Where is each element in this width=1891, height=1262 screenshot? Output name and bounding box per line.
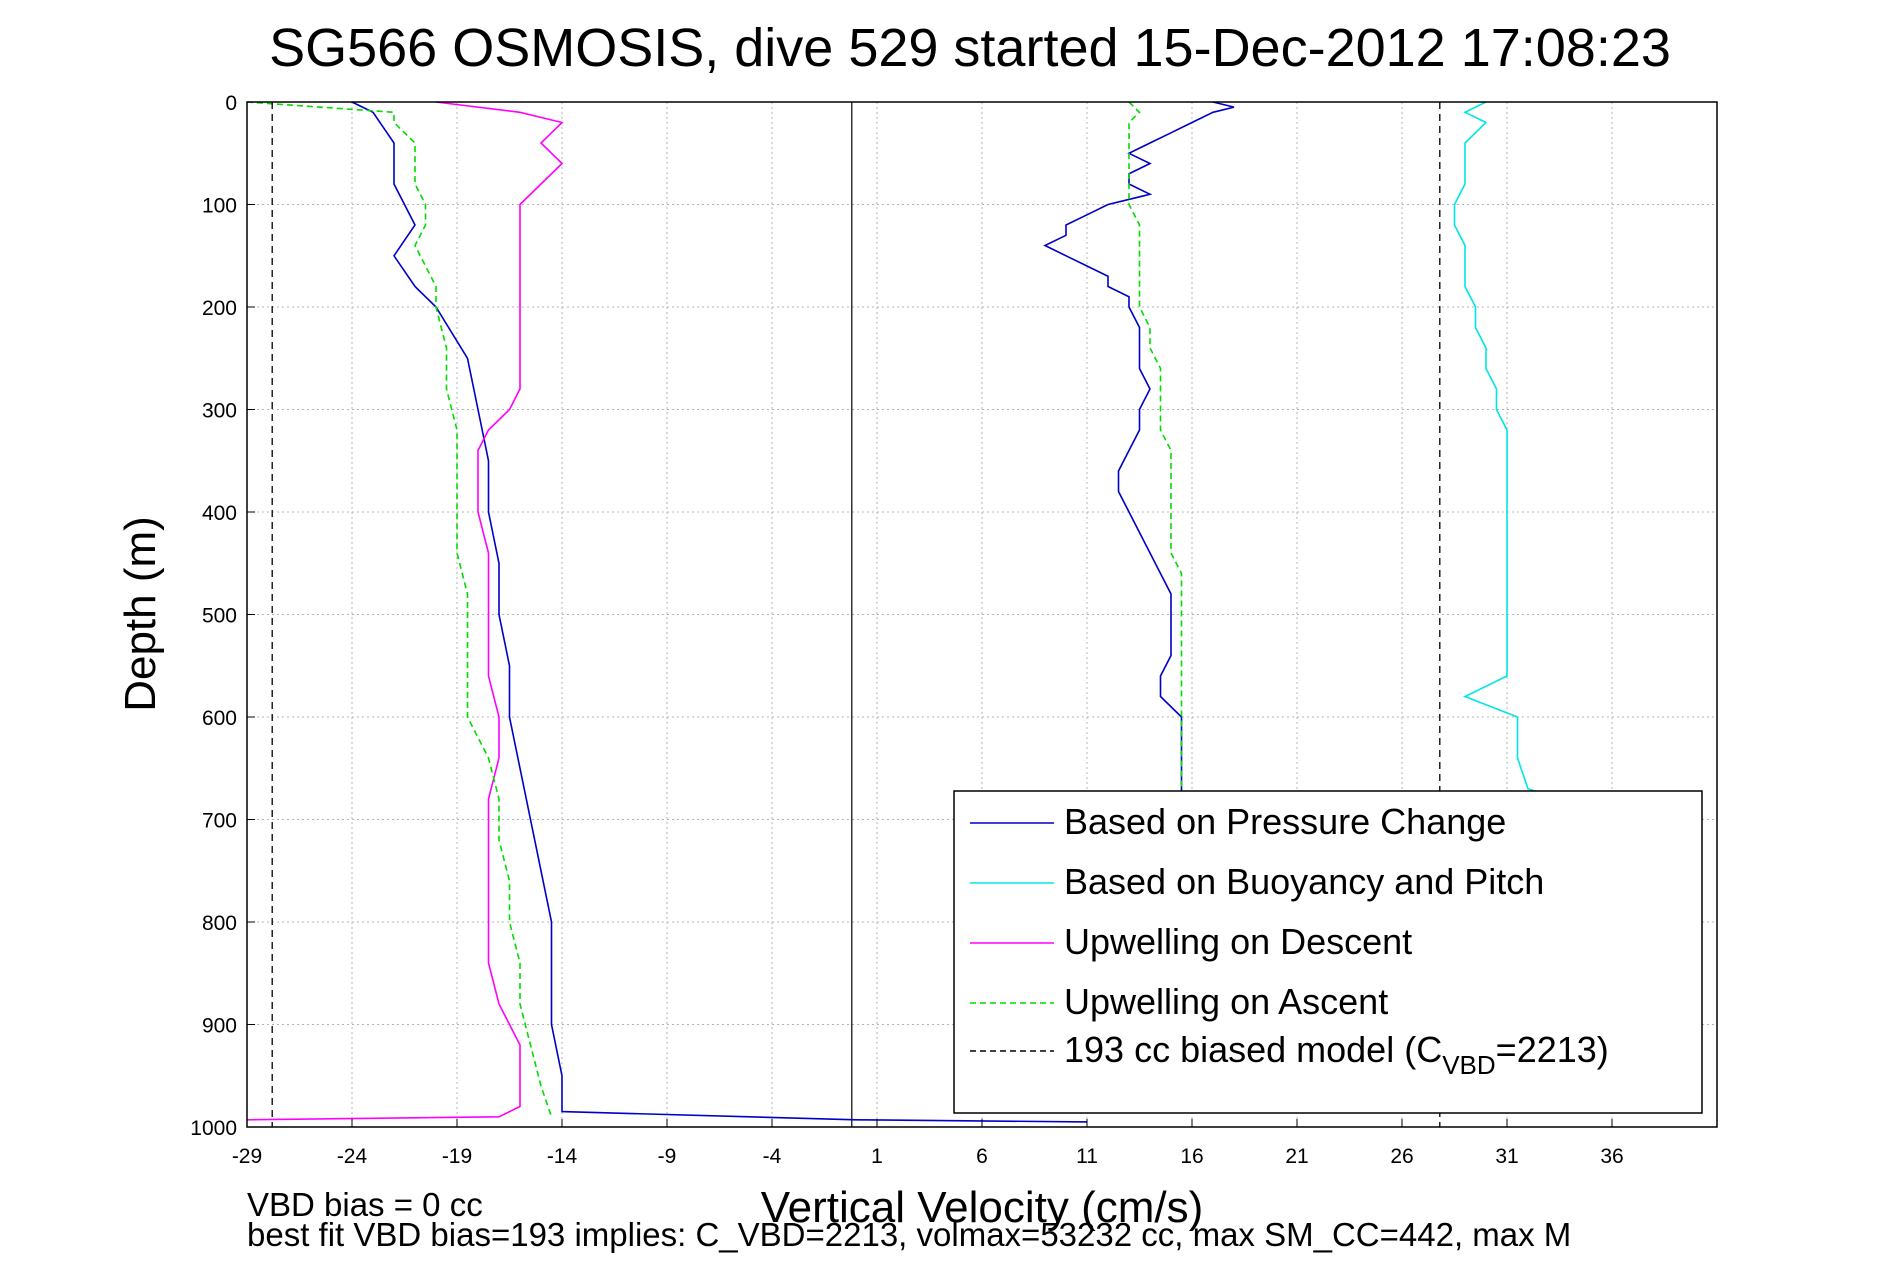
y-tick-label: 0 xyxy=(225,92,237,115)
legend-box xyxy=(953,790,1703,1114)
legend: Based on Pressure Change Based on Buoyanc… xyxy=(953,790,1703,1114)
x-tick-label: -4 xyxy=(763,1145,782,1168)
series-line-upwelling-on-ascent xyxy=(1128,101,1183,789)
legend-label: Based on Pressure Change xyxy=(1064,801,1506,842)
series-line-based-on-buoyancy-and-pitch xyxy=(1453,101,1634,821)
y-tick-label: 300 xyxy=(202,400,237,423)
series-line-based-on-pressure-change xyxy=(1043,101,1235,799)
y-tick-label: 900 xyxy=(202,1015,237,1038)
x-tick-label: -29 xyxy=(232,1145,262,1168)
x-tick-label: -9 xyxy=(658,1145,677,1168)
y-tick-label: 100 xyxy=(202,195,237,218)
y-tick-label: 800 xyxy=(202,912,237,935)
y-axis-label: Depth (m) xyxy=(116,516,165,712)
x-tick-label: 1 xyxy=(871,1145,883,1168)
vbd-bias-note: VBD bias = 0 cc xyxy=(247,1186,483,1223)
legend-label: Upwelling on Descent xyxy=(1064,921,1412,962)
y-tick-label: 200 xyxy=(202,297,237,320)
x-tick-label: 11 xyxy=(1076,1145,1098,1168)
y-tick-label: 500 xyxy=(202,605,237,628)
x-tick-label: 6 xyxy=(976,1145,988,1168)
y-tick-label: 700 xyxy=(202,810,237,833)
series-line-based-on-pressure-change xyxy=(351,101,1088,1123)
x-tick-label: 36 xyxy=(1600,1145,1623,1168)
x-tick-label: -19 xyxy=(442,1145,472,1168)
series-line-upwelling-on-ascent xyxy=(246,101,553,1118)
x-tick-label: -14 xyxy=(547,1145,578,1168)
y-tick-label: 600 xyxy=(202,707,237,730)
ticks: -29 -24 -19 -14 -9 -4 1 6 11 16 21 26 31 360100200300… xyxy=(190,92,1623,1168)
x-tick-label: 31 xyxy=(1495,1145,1518,1168)
best-fit-note: best fit VBD bias=193 implies: C_VBD=221… xyxy=(247,1216,1571,1253)
chart-title: SG566 OSMOSIS, dive 529 started 15-Dec-2… xyxy=(269,18,1671,78)
x-tick-label: 16 xyxy=(1180,1145,1203,1168)
legend-label: Based on Buoyancy and Pitch xyxy=(1064,861,1544,902)
x-tick-label: -24 xyxy=(337,1145,368,1168)
x-axis-label: Vertical Velocity (cm/s) xyxy=(761,1183,1204,1232)
legend-label-subscript: VBD xyxy=(1442,1050,1495,1080)
y-tick-label: 400 xyxy=(202,502,237,525)
series-line-upwelling-on-descent xyxy=(246,101,564,1121)
x-tick-label: 26 xyxy=(1390,1145,1413,1168)
y-tick-label: 1000 xyxy=(190,1117,237,1140)
series-layer xyxy=(246,101,1634,1127)
x-tick-label: 21 xyxy=(1285,1145,1308,1168)
legend-label-tail: =2213) xyxy=(1496,1029,1609,1070)
legend-label: Upwelling on Ascent xyxy=(1064,981,1388,1022)
